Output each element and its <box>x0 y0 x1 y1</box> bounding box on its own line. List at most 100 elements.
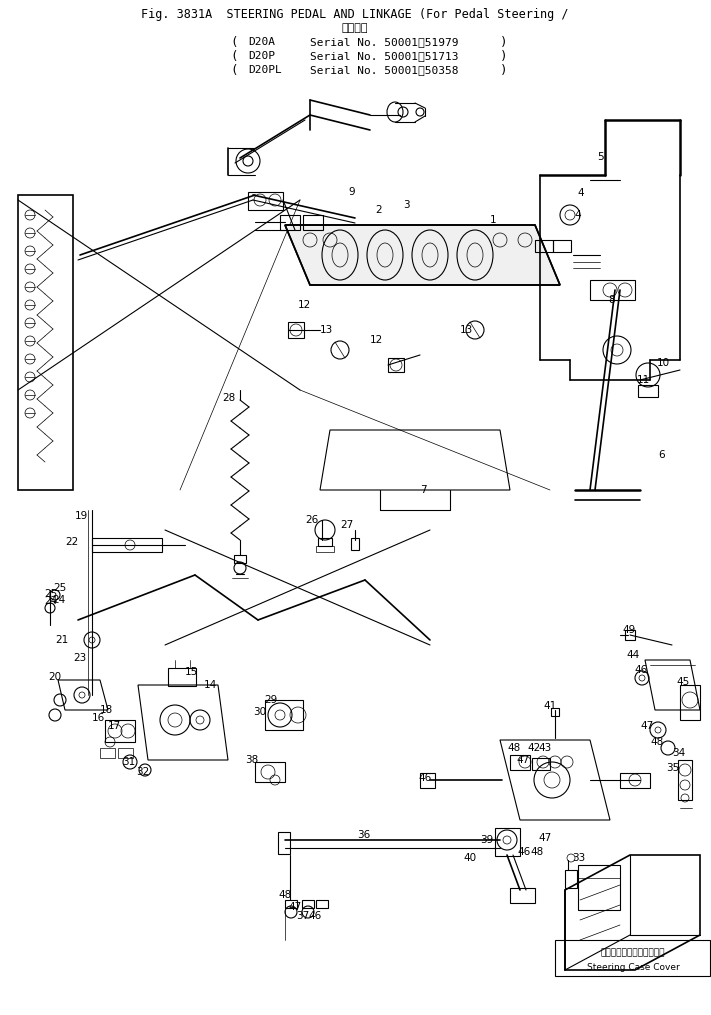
Bar <box>551 708 559 716</box>
Text: 4: 4 <box>574 210 581 220</box>
Bar <box>302 900 314 908</box>
Text: 2: 2 <box>375 205 382 215</box>
Bar <box>18 195 73 490</box>
Text: ステアリングケースカバー: ステアリングケースカバー <box>601 948 665 957</box>
Bar <box>553 240 571 252</box>
Text: Serial No. 50001～50358: Serial No. 50001～50358 <box>310 65 459 75</box>
Text: D20P: D20P <box>248 51 275 61</box>
Text: 18: 18 <box>100 705 113 715</box>
Text: 30: 30 <box>253 707 266 717</box>
Bar <box>255 762 285 782</box>
Text: 1: 1 <box>490 215 496 225</box>
Bar <box>280 215 300 230</box>
Bar <box>620 773 650 788</box>
Text: 22: 22 <box>65 537 78 547</box>
Bar <box>100 748 115 758</box>
Text: 36: 36 <box>357 830 370 840</box>
Text: (: ( <box>230 50 237 63</box>
Text: 16: 16 <box>92 713 105 723</box>
Text: Fig. 3831A  STEERING PEDAL AND LINKAGE (For Pedal Steering /: Fig. 3831A STEERING PEDAL AND LINKAGE (F… <box>141 7 569 20</box>
Bar <box>118 748 133 758</box>
Bar <box>565 870 577 888</box>
Text: 24: 24 <box>52 595 65 605</box>
Text: 42: 42 <box>527 743 540 753</box>
Text: (: ( <box>230 64 237 76</box>
Text: 37: 37 <box>296 911 309 921</box>
Bar <box>680 685 700 720</box>
Text: ): ) <box>500 36 508 49</box>
Bar <box>510 755 530 770</box>
Text: 17: 17 <box>108 721 122 731</box>
Text: 13: 13 <box>320 325 333 335</box>
Text: 12: 12 <box>370 335 383 345</box>
Text: Serial No. 50001～51979: Serial No. 50001～51979 <box>310 37 459 47</box>
Text: 47: 47 <box>516 755 529 765</box>
Text: 49: 49 <box>622 625 635 635</box>
Bar <box>105 720 135 742</box>
Text: 10: 10 <box>657 358 670 368</box>
Text: ): ) <box>500 64 508 76</box>
Text: 14: 14 <box>204 680 218 690</box>
Text: 7: 7 <box>420 485 427 495</box>
Text: 9: 9 <box>348 187 355 197</box>
Text: 11: 11 <box>637 375 651 385</box>
Bar <box>420 773 435 788</box>
Text: 48: 48 <box>530 847 543 857</box>
Text: 4: 4 <box>577 188 584 198</box>
Bar <box>495 828 520 856</box>
Bar <box>510 888 535 903</box>
Text: 12: 12 <box>298 300 311 310</box>
Text: 21: 21 <box>55 635 68 645</box>
Bar <box>168 668 196 686</box>
Text: 19: 19 <box>75 511 88 521</box>
Text: 23: 23 <box>73 653 86 663</box>
Text: 13: 13 <box>460 325 474 335</box>
Bar <box>388 358 404 373</box>
Text: 31: 31 <box>122 757 135 767</box>
Text: 35: 35 <box>666 763 679 773</box>
Bar <box>234 555 246 563</box>
Text: 5: 5 <box>597 152 604 162</box>
Bar <box>590 280 635 300</box>
Text: 46: 46 <box>308 911 321 921</box>
Text: 28: 28 <box>222 393 235 403</box>
Text: 47: 47 <box>640 721 653 731</box>
Text: 47: 47 <box>288 902 301 912</box>
Bar <box>625 630 635 640</box>
Bar <box>318 538 332 546</box>
Text: 40: 40 <box>463 853 476 863</box>
Bar <box>316 546 334 552</box>
Text: 適用号機: 適用号機 <box>342 23 368 33</box>
Text: 20: 20 <box>48 672 61 682</box>
Bar <box>316 900 328 908</box>
Text: 44: 44 <box>626 650 639 660</box>
Text: 26: 26 <box>305 515 319 525</box>
Bar <box>532 758 550 770</box>
Bar <box>285 900 297 908</box>
Text: D20A: D20A <box>248 37 275 47</box>
Bar <box>535 240 553 252</box>
Text: 43: 43 <box>538 743 551 753</box>
Text: 47: 47 <box>538 833 551 843</box>
Text: 24: 24 <box>44 596 58 606</box>
Bar <box>278 832 290 854</box>
Text: 25: 25 <box>53 583 66 593</box>
Text: 25: 25 <box>44 589 58 599</box>
Text: 48: 48 <box>507 743 520 753</box>
Bar <box>248 192 283 210</box>
Text: D20PL: D20PL <box>248 65 282 75</box>
Text: 8: 8 <box>608 295 614 304</box>
Text: 29: 29 <box>264 695 277 705</box>
Bar <box>351 538 359 550</box>
Bar <box>265 700 303 730</box>
Bar <box>678 760 692 800</box>
Text: (: ( <box>230 36 237 49</box>
Bar <box>288 322 304 338</box>
Bar <box>555 940 710 976</box>
Text: 48: 48 <box>650 737 663 747</box>
Bar <box>303 215 323 230</box>
Text: 48: 48 <box>278 890 292 900</box>
Text: 3: 3 <box>403 200 410 210</box>
Text: 34: 34 <box>672 748 685 758</box>
Polygon shape <box>285 225 560 285</box>
